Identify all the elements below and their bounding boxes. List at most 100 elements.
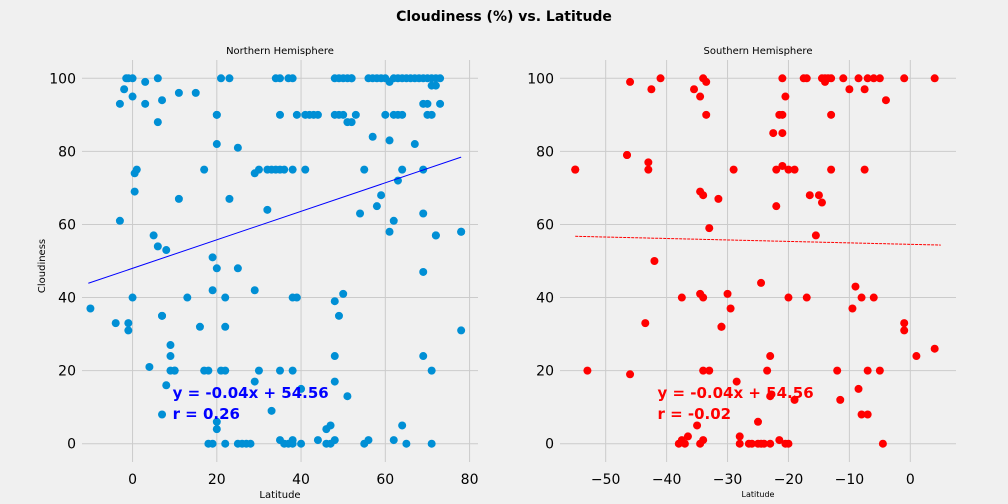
scatter-point	[784, 293, 793, 302]
scatter-point	[717, 322, 726, 331]
scatter-point	[402, 439, 411, 448]
scatter-point	[729, 165, 738, 174]
scatter-point	[419, 99, 428, 108]
scatter-point	[790, 165, 799, 174]
scatter-point	[276, 110, 284, 119]
scatter-point	[869, 293, 878, 302]
scatter-point	[132, 165, 141, 174]
scatter-point	[385, 136, 394, 145]
scatter-point	[726, 304, 735, 313]
y-tick-label: 0	[545, 437, 554, 453]
scatter-point	[623, 151, 632, 160]
scatter-point	[644, 158, 653, 167]
scatter-point	[747, 439, 756, 448]
scatter-point	[431, 231, 440, 240]
x-tick-label: −50	[591, 472, 621, 488]
scatter-point	[760, 439, 769, 448]
scatter-point	[699, 191, 708, 200]
scatter-point	[805, 191, 814, 200]
scatter-point	[128, 92, 137, 101]
scatter-point	[398, 165, 407, 174]
y-tick-label: 100	[527, 71, 554, 87]
scatter-point	[128, 293, 137, 302]
scatter-point	[330, 436, 339, 445]
scatter-point	[372, 202, 381, 211]
scatter-point	[124, 326, 133, 335]
scatter-point	[827, 165, 836, 174]
scatter-point	[351, 110, 360, 119]
scatter-point	[288, 165, 297, 174]
scatter-point	[930, 74, 939, 83]
scatter-point	[158, 410, 167, 419]
scatter-point	[839, 74, 848, 83]
scatter-point	[225, 74, 234, 83]
scatter-point	[347, 118, 356, 127]
scatter-point	[860, 165, 869, 174]
scatter-point	[212, 140, 221, 149]
scatter-point	[360, 165, 369, 174]
scatter-point	[431, 81, 440, 90]
scatter-point	[781, 439, 790, 448]
scatter-point	[693, 421, 702, 430]
scatter-point	[778, 129, 787, 138]
scatter-point	[766, 352, 775, 361]
scatter-point	[732, 377, 741, 386]
scatter-point	[225, 194, 234, 203]
scatter-point	[183, 293, 192, 302]
scatter-point	[364, 436, 373, 445]
scatter-point	[772, 202, 781, 211]
scatter-point	[827, 74, 836, 83]
x-tick-label: 60	[376, 472, 394, 488]
scatter-point	[381, 110, 390, 119]
y-tick-label: 0	[67, 437, 76, 453]
scatter-point	[212, 417, 221, 426]
scatter-point	[863, 366, 872, 375]
scatter-point	[267, 406, 276, 415]
scatter-point	[212, 264, 221, 273]
scatter-point	[292, 293, 301, 302]
x-tick-label: 0	[906, 472, 915, 488]
scatter-point	[280, 165, 289, 174]
scatter-point	[696, 92, 705, 101]
regression-line	[88, 156, 462, 284]
scatter-point	[276, 74, 284, 83]
x-tick-label: 80	[461, 472, 479, 488]
scatter-point	[854, 74, 863, 83]
scatter-point	[393, 176, 402, 185]
scatter-point	[878, 439, 887, 448]
scatter-point	[115, 216, 124, 225]
scatter-point	[217, 74, 226, 83]
plot-area-southern: −50 −40 −30 −20 −10 0 0 20 40 60 80 100 y = -0.04x +…	[527, 60, 956, 488]
scatter-point	[221, 439, 230, 448]
scatter-point	[571, 165, 580, 174]
scatter-point	[292, 110, 301, 119]
scatter-point	[389, 216, 398, 225]
scatter-point	[735, 432, 744, 441]
regression-equation: y = -0.04x + 54.56	[657, 384, 813, 402]
scatter-point	[343, 392, 352, 401]
scatter-point	[705, 366, 714, 375]
x-tick-label: 20	[208, 472, 226, 488]
scatter-point	[766, 439, 775, 448]
scatter-point	[900, 319, 909, 328]
panel-title-southern: Southern Hemisphere	[704, 46, 813, 57]
scatter-point	[626, 370, 635, 379]
scatter-point	[775, 436, 784, 445]
scatter-point	[313, 110, 322, 119]
scatter-point	[811, 231, 820, 240]
x-tick-label: 40	[292, 472, 310, 488]
scatter-point	[814, 191, 823, 200]
scatter-point	[784, 165, 793, 174]
scatter-point	[115, 99, 124, 108]
scatter-point	[863, 410, 872, 419]
scatter-point	[781, 92, 790, 101]
scatter-point	[683, 432, 692, 441]
scatter-point	[330, 377, 339, 386]
scatter-point	[166, 341, 175, 350]
scatter-point	[881, 96, 890, 105]
y-tick-label: 40	[536, 291, 554, 307]
scatter-point	[419, 267, 428, 276]
scatter-point	[339, 289, 348, 298]
northern-hemisphere-panel: 0 20 40 60 80 0 20 40 60 80 100 y = -0.04x + 54.56 r…	[37, 46, 478, 501]
scatter-point	[772, 165, 781, 174]
